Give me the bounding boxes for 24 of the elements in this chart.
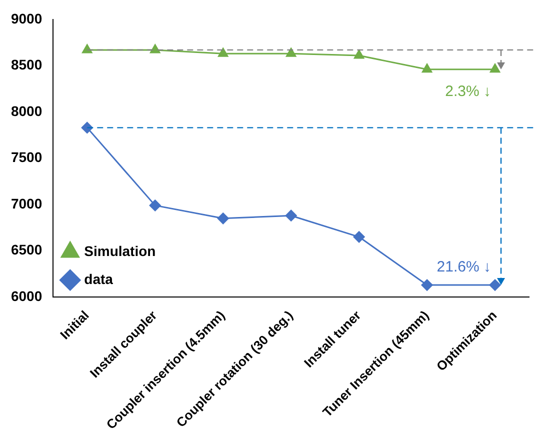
y-tick-label: 8000 — [10, 102, 42, 119]
point — [354, 50, 364, 59]
point — [285, 210, 297, 222]
point — [150, 44, 160, 54]
point — [149, 200, 161, 212]
legend-label: data — [84, 270, 114, 287]
annotation: 2.3% ↓ — [445, 83, 492, 100]
point — [217, 212, 229, 224]
y-tick-label: 6000 — [10, 288, 42, 304]
point — [422, 64, 432, 73]
point — [490, 64, 500, 73]
legend-label: Simulation — [84, 242, 156, 259]
point — [421, 279, 433, 291]
y-tick-label: 8500 — [10, 56, 42, 73]
point — [286, 48, 296, 57]
point — [82, 44, 92, 54]
point — [489, 279, 501, 291]
point — [353, 231, 365, 243]
y-tick-label: 7000 — [10, 195, 42, 212]
y-tick-label: 9000 — [10, 10, 42, 26]
y-tick-label: 6500 — [10, 242, 42, 258]
annotation: 21.6% ↓ — [436, 258, 492, 276]
y-tick-label: 7500 — [10, 149, 42, 166]
point — [218, 48, 228, 57]
